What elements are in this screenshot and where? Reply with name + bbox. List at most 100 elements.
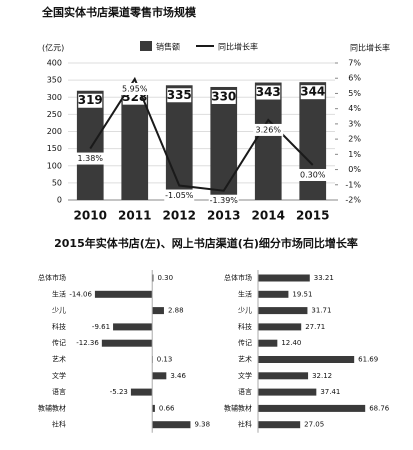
data-label: -9.61 [92,323,110,331]
y2-tick-label: -2% [345,196,361,205]
y-tick-label: 0 [57,196,62,205]
bar [152,372,167,380]
y-axis-label: (亿元) [42,43,64,53]
y2-axis-label: 同比增长率 [350,43,390,53]
bar [152,404,155,412]
y-tick-label: 总体市场 [38,273,66,282]
bar [258,404,366,412]
data-label: 27.05 [304,421,324,429]
y-tick-label: 科技 [52,322,66,331]
data-label: 3.46 [170,372,186,380]
y-tick-label: 文学 [52,371,66,380]
data-label: 344 [300,85,325,99]
x-tick-label: 2012 [163,209,196,223]
data-label: 335 [167,88,192,102]
data-label: -14.06 [69,290,92,298]
y-tick-label: 350 [47,76,62,85]
y2-tick-label: 0% [348,165,361,174]
y-tick-label: 250 [47,110,62,119]
bar [258,307,308,315]
data-label: 61.69 [358,356,378,364]
bar [258,388,317,396]
label-bg [119,82,150,95]
data-label: 1.38% [78,154,104,163]
bar [258,274,310,282]
bar [210,86,238,200]
legend-swatch [140,41,152,51]
y-tick-label: 少儿 [52,307,66,315]
data-label: 0.66 [159,404,175,412]
data-label: 0.30% [300,170,326,179]
bar [299,82,327,200]
label-bg [256,85,281,100]
data-label: 68.76 [369,404,390,412]
legend-label: 同比增长率 [218,42,258,52]
y-tick-label: 150 [47,144,62,153]
data-label: 33.21 [314,274,334,282]
y2-tick-label: 3% [348,119,361,128]
y-tick-label: 100 [47,161,62,170]
y-tick-label: 语言 [238,387,252,396]
y2-tick-label: 4% [348,104,361,113]
y-tick-label: 科技 [238,322,252,331]
x-tick-label: 2013 [207,209,240,223]
data-label: 0.13 [157,356,173,364]
bar [258,323,302,331]
bar [258,356,355,363]
data-label: 31.71 [311,307,331,315]
bar [152,421,191,429]
x-tick-label: 2014 [252,209,285,223]
y-tick-label: 传记 [52,338,66,347]
y2-tick-label: 1% [348,150,361,159]
data-label: -5.23 [110,388,128,396]
y-tick-label: 总体市场 [224,273,252,282]
label-bg [167,88,192,103]
bar [258,339,278,347]
y-tick-label: 少儿 [238,307,252,315]
data-label: -1.05% [165,191,194,200]
x-tick-label: 2010 [74,209,107,223]
y-tick-label: 传记 [238,338,252,347]
legend-label: 销售额 [156,42,180,52]
data-label: 37.41 [320,388,340,396]
y-tick-label: 教辅教材 [38,403,66,412]
y-tick-label: 50 [52,178,62,187]
y-tick-label: 语言 [52,387,66,396]
data-label: 19.51 [292,290,312,298]
label-bg [164,189,195,202]
y2-tick-label: 7% [348,59,361,68]
data-label: -12.36 [76,339,99,347]
data-label: -1.39% [210,196,239,205]
chart-title: 全国实体书店渠道零售市场规模 [41,5,197,19]
y-tick-label: 400 [47,59,62,68]
y2-tick-label: 2% [348,135,361,144]
label-bg [208,194,239,207]
label-bg [300,85,325,100]
bar [254,82,282,200]
y-tick-label: 文学 [238,371,252,380]
bar [258,372,309,380]
y-tick-label: 生活 [52,289,66,298]
bar [113,323,153,331]
bar [165,85,193,200]
bar [121,87,149,200]
y-tick-label: 200 [47,127,62,136]
y-tick-label: 生活 [238,289,252,298]
data-label: 9.38 [194,421,210,429]
y-tick-label: 艺术 [52,355,66,364]
y-tick-label: 教辅教材 [224,403,252,412]
data-label: 2.88 [168,307,184,315]
data-label: 27.71 [305,323,325,331]
y2-tick-label: -1% [345,180,361,189]
label-bg [78,93,103,108]
label-bg [75,152,106,165]
label-bg [211,89,236,104]
data-label: 3.26% [256,125,282,134]
data-label: 0.30 [157,274,173,282]
data-label: 5.95% [122,84,148,93]
data-label: 32.12 [312,372,332,380]
chart-title: 2015年实体书店(左)、网上书店渠道(右)细分市场同比增长率 [54,236,358,250]
label-bg [297,168,328,181]
